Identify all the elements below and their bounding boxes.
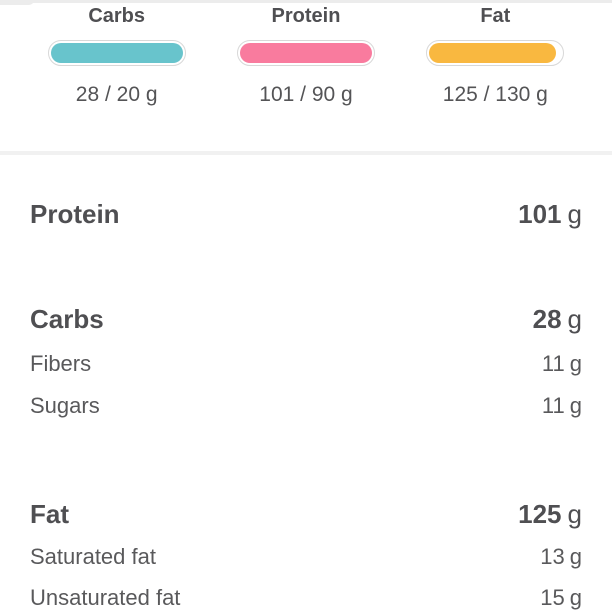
nutrient-header-row-carbs: Carbs 28 g [30, 305, 582, 333]
nutrient-name: Unsaturated fat [30, 585, 181, 610]
nutrient-group-protein: Protein 101 g [30, 200, 582, 228]
nutrient-amount-number: 125 [518, 499, 562, 529]
protein-progress-track [236, 40, 375, 66]
nutrient-sub-row-fibers: Fibers 11 g [30, 352, 582, 376]
nutrient-amount-unit: g [567, 304, 582, 334]
nutrient-name: Protein [30, 199, 120, 229]
top-divider-remnant-corner [0, 0, 34, 5]
nutrient-amount-number: 101 [518, 199, 562, 229]
macro-label-protein: Protein [271, 5, 341, 27]
carbs-progress-track [47, 40, 186, 66]
nutrient-amount-unit: g [569, 585, 582, 610]
nutrient-header-row-fat: Fat 125 g [30, 500, 582, 528]
nutrient-amount: 125 g [518, 500, 582, 528]
nutrient-amount: 11 g [542, 394, 582, 418]
protein-intake-vs-goal: 101 / 90 g [259, 83, 353, 106]
nutrition-details-list: Protein 101 g Carbs 28 g Fibers 11 g Sugars… [0, 155, 612, 610]
nutrient-amount-number: 13 [540, 544, 565, 569]
nutrient-amount-unit: g [567, 499, 582, 529]
fat-progress-fill [429, 43, 557, 63]
protein-progress-fill [239, 43, 372, 63]
nutrient-amount-unit: g [569, 351, 582, 376]
macro-label-carbs: Carbs [88, 5, 146, 27]
nutrient-name: Saturated fat [30, 544, 156, 569]
macro-summary-card: Carbs 28 / 20 g Protein 101 / 90 g Fat 1… [0, 0, 612, 151]
nutrient-name: Sugars [30, 393, 100, 418]
carbs-progress-fill [50, 43, 183, 63]
macro-label-fat: Fat [480, 5, 511, 27]
nutrient-amount-unit: g [569, 393, 582, 418]
nutrient-group-carbs: Carbs 28 g Fibers 11 g Sugars 11 g [30, 305, 582, 418]
nutrient-sub-row-saturated-fat: Saturated fat 13 g [30, 545, 582, 569]
nutrient-group-fat: Fat 125 g Saturated fat 13 g Unsaturated f… [30, 500, 582, 610]
nutrient-sub-row-unsaturated-fat: Unsaturated fat 15 g [30, 586, 582, 610]
nutrient-amount-unit: g [569, 544, 582, 569]
nutrient-amount-number: 28 [532, 304, 562, 334]
nutrient-amount: 15 g [540, 586, 582, 610]
nutrient-header-row-protein: Protein 101 g [30, 200, 582, 228]
nutrient-amount: 101 g [518, 200, 582, 228]
nutrient-sub-row-sugars: Sugars 11 g [30, 394, 582, 418]
nutrient-amount: 13 g [540, 545, 582, 569]
top-divider-remnant [0, 0, 612, 3]
carbs-intake-vs-goal: 28 / 20 g [75, 83, 158, 106]
nutrient-name: Fibers [30, 351, 92, 376]
nutrient-name: Fat [30, 499, 69, 529]
nutrient-amount-number: 15 [540, 585, 565, 610]
fat-intake-vs-goal: 125 / 130 g [442, 83, 548, 106]
nutrient-name: Carbs [30, 304, 104, 334]
macro-column-carbs: Carbs 28 / 20 g [22, 5, 211, 151]
fat-progress-track [426, 40, 565, 66]
macro-column-protein: Protein 101 / 90 g [211, 5, 400, 151]
nutrient-amount: 28 g [533, 305, 582, 333]
nutrient-amount-number: 11 [541, 351, 565, 376]
macro-column-fat: Fat 125 / 130 g [401, 5, 590, 151]
section-divider [0, 151, 612, 155]
nutrient-amount: 11 g [542, 352, 582, 376]
nutrient-amount-number: 11 [541, 393, 565, 418]
nutrient-amount-unit: g [567, 199, 582, 229]
